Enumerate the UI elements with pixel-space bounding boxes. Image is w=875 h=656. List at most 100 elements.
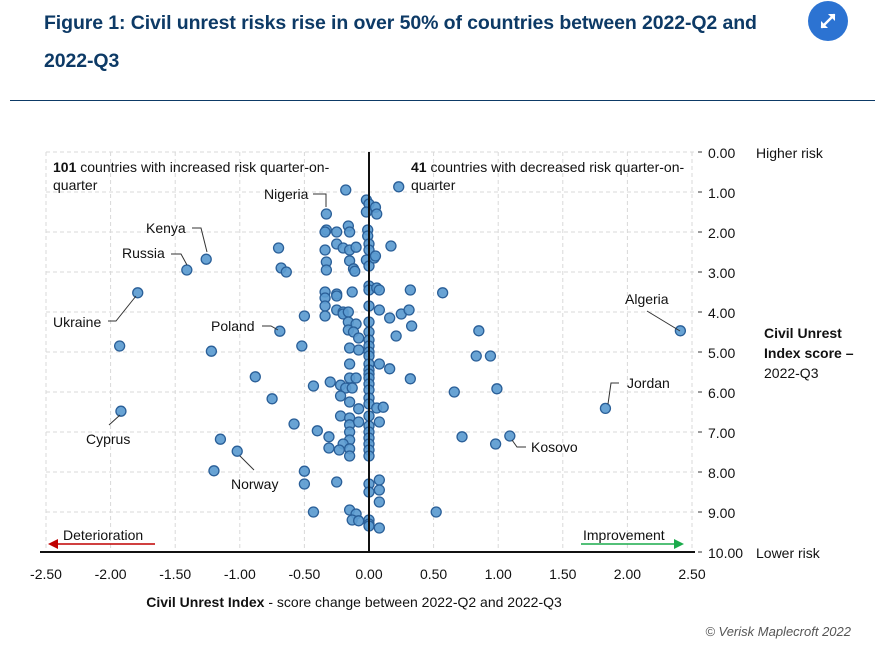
leader-line [607,382,619,405]
data-point[interactable] [491,383,503,395]
data-point[interactable] [436,287,449,299]
data-point[interactable] [405,320,418,332]
data-point[interactable] [430,506,442,518]
data-point[interactable] [205,345,218,357]
data-point[interactable] [331,290,343,302]
data-point[interactable] [288,418,300,430]
x-tick-label: -0.50 [288,566,320,582]
label-leader-lines [108,193,681,471]
country-label-kosovo: Kosovo [531,439,578,455]
leader-line [646,310,681,332]
data-point[interactable] [113,340,126,352]
data-point[interactable] [377,401,389,413]
x-tick-label: -1.00 [224,566,256,582]
data-point[interactable] [448,386,460,398]
country-label-ukraine: Ukraine [53,314,101,330]
data-point[interactable] [373,284,385,296]
data-point[interactable] [385,240,397,252]
data-point[interactable] [353,416,365,428]
leader-line [262,325,279,331]
data-point[interactable] [307,506,320,518]
data-point[interactable] [353,344,365,356]
data-point-jordan[interactable] [599,402,612,415]
data-point-poland[interactable] [274,325,286,337]
data-point[interactable] [353,403,365,415]
country-label-nigeria: Nigeria [264,186,309,202]
data-point-algeria[interactable] [674,325,687,337]
data-point[interactable] [373,484,385,496]
data-point[interactable] [266,393,278,405]
data-point[interactable] [214,433,227,445]
decreased-risk-annotation-line2: quarter [411,177,456,193]
data-point[interactable] [298,478,311,490]
data-point[interactable] [390,330,402,342]
data-point-nigeria[interactable] [320,208,333,220]
data-point[interactable] [373,416,385,428]
data-point[interactable] [343,226,356,238]
data-point[interactable] [323,431,335,443]
data-point[interactable] [298,310,311,322]
data-point[interactable] [343,396,356,408]
data-point[interactable] [343,342,356,354]
data-points [113,181,687,534]
data-point[interactable] [307,380,320,392]
data-point[interactable] [324,376,336,388]
data-point[interactable] [349,265,361,277]
data-point[interactable] [334,390,347,402]
data-point[interactable] [346,382,358,394]
data-point[interactable] [489,438,502,450]
data-point[interactable] [319,226,331,238]
data-point[interactable] [333,444,345,456]
data-point[interactable] [298,465,311,477]
data-point[interactable] [456,431,468,443]
data-point[interactable] [353,332,365,344]
data-point[interactable] [384,312,396,324]
data-point-ukraine[interactable] [132,287,144,299]
data-point[interactable] [373,358,385,370]
data-point[interactable] [484,350,497,362]
data-point[interactable] [320,264,333,276]
data-point[interactable] [208,465,220,477]
data-point[interactable] [346,286,358,298]
data-point[interactable] [403,304,415,316]
data-point-kenya[interactable] [200,253,212,265]
x-tick-label: 2.00 [614,566,641,582]
data-point[interactable] [280,266,292,278]
data-point[interactable] [393,181,405,193]
data-point[interactable] [350,372,362,384]
data-point[interactable] [473,325,485,337]
data-point-kosovo[interactable] [504,430,516,442]
data-point[interactable] [343,358,356,370]
data-point[interactable] [404,373,416,385]
data-point[interactable] [369,250,382,262]
data-point-russia[interactable] [181,264,193,276]
data-point[interactable] [404,284,416,296]
data-point[interactable] [272,242,285,254]
data-point-norway[interactable] [231,445,243,457]
data-point[interactable] [373,522,385,534]
data-point[interactable] [249,371,261,383]
data-point[interactable] [373,304,385,316]
data-point[interactable] [340,184,352,196]
data-point[interactable] [373,474,385,486]
data-point[interactable] [334,410,347,422]
data-point[interactable] [296,340,308,352]
data-point[interactable] [343,450,356,462]
data-point[interactable] [384,363,396,375]
data-point[interactable] [342,306,354,318]
data-point[interactable] [319,300,331,312]
data-point[interactable] [323,442,335,454]
data-point[interactable] [331,226,343,238]
data-point[interactable] [470,350,482,362]
data-point[interactable] [311,425,323,437]
data-point[interactable] [353,515,365,527]
data-point[interactable] [319,244,331,256]
data-point-cyprus[interactable] [115,405,127,417]
data-point[interactable] [371,208,383,220]
data-point[interactable] [350,241,362,253]
data-point[interactable] [373,496,385,508]
data-point[interactable] [319,310,331,322]
expand-button[interactable] [808,1,848,41]
leader-line [108,414,121,426]
data-point[interactable] [331,476,343,488]
